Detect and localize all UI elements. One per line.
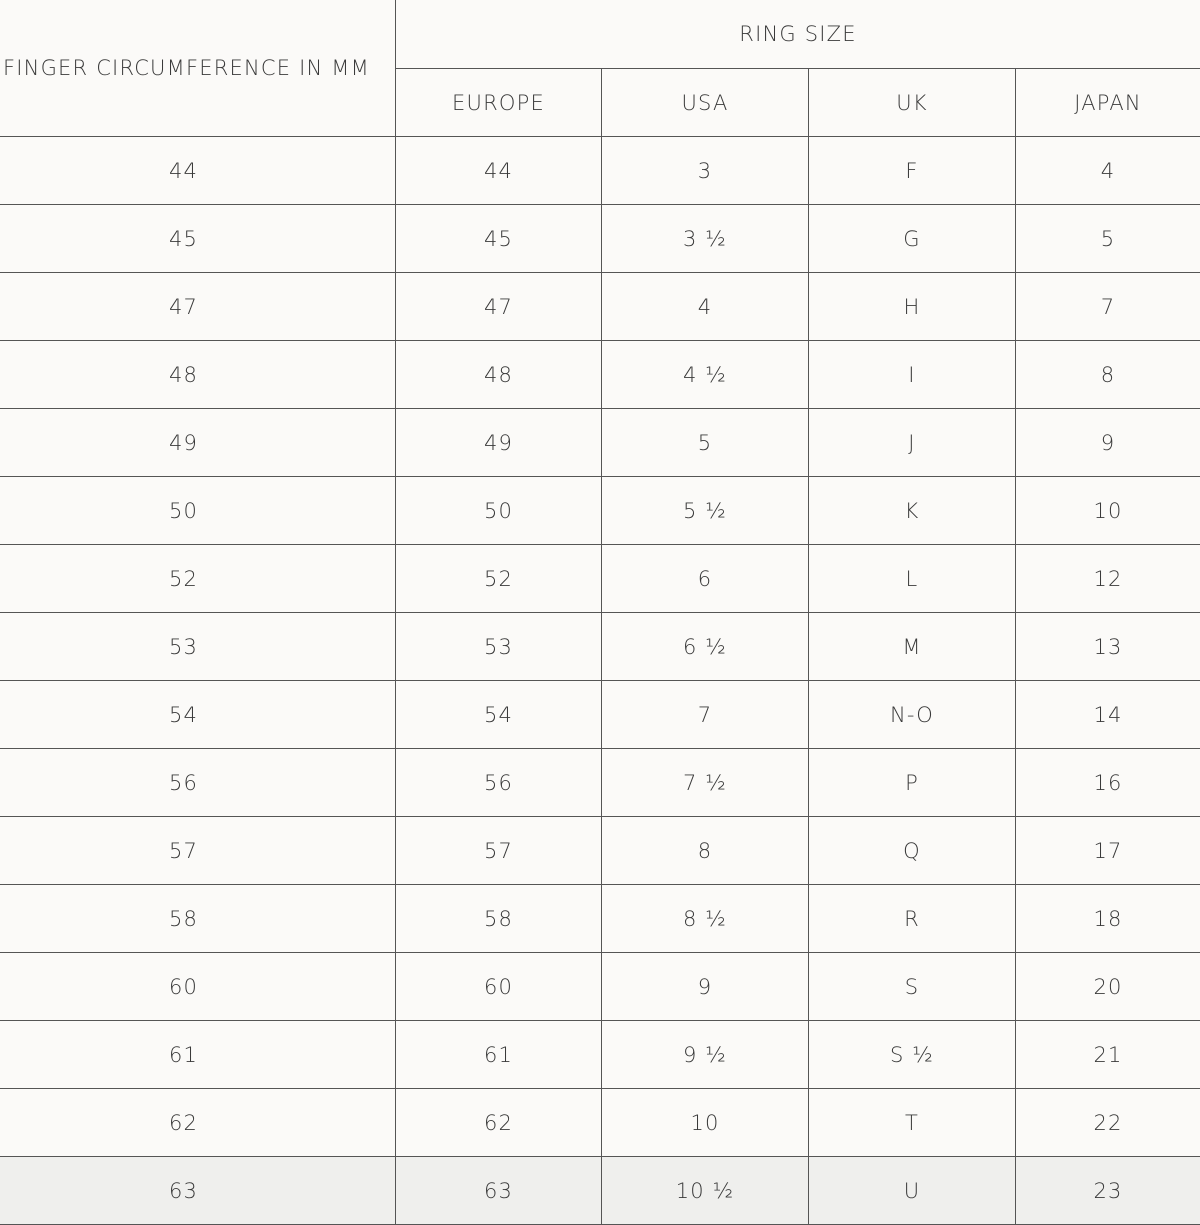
column-header: UK <box>809 69 1016 137</box>
table-cell: 62 <box>396 1089 602 1157</box>
table-cell: 44 <box>396 137 602 205</box>
table-cell: 50 <box>396 477 602 545</box>
table-cell: S ½ <box>809 1021 1016 1089</box>
table-cell: 62 <box>0 1089 396 1157</box>
table-cell: 22 <box>1016 1089 1200 1157</box>
table-cell: S <box>809 953 1016 1021</box>
table-cell: 9 <box>602 953 809 1021</box>
table-cell: 14 <box>1016 681 1200 749</box>
table-cell: 5 ½ <box>602 477 809 545</box>
table-cell: 10 <box>602 1089 809 1157</box>
table-cell: 9 ½ <box>602 1021 809 1089</box>
table-cell: M <box>809 613 1016 681</box>
table-cell: 60 <box>396 953 602 1021</box>
header-group: RING SIZE <box>396 0 1200 69</box>
column-header: EUROPE <box>396 69 602 137</box>
table-cell: 7 <box>602 681 809 749</box>
table-cell: 47 <box>396 273 602 341</box>
table-cell: 57 <box>0 817 396 885</box>
table-cell: 8 <box>1016 341 1200 409</box>
table-cell: 57 <box>396 817 602 885</box>
table-cell: 4 <box>602 273 809 341</box>
table-cell: 9 <box>1016 409 1200 477</box>
table-cell: N-O <box>809 681 1016 749</box>
table-cell: 17 <box>1016 817 1200 885</box>
table-cell: U <box>809 1157 1016 1225</box>
table-cell: K <box>809 477 1016 545</box>
table-cell: 7 <box>1016 273 1200 341</box>
table-cell: 3 <box>602 137 809 205</box>
table-cell: 4 ½ <box>602 341 809 409</box>
table-cell: I <box>809 341 1016 409</box>
table-cell: 63 <box>0 1157 396 1225</box>
table-cell: 44 <box>0 137 396 205</box>
table-cell: 21 <box>1016 1021 1200 1089</box>
table-cell: 63 <box>396 1157 602 1225</box>
table-cell: 54 <box>396 681 602 749</box>
table-cell: 5 <box>602 409 809 477</box>
table-cell: 49 <box>0 409 396 477</box>
table-cell: 4 <box>1016 137 1200 205</box>
column-header: USA <box>602 69 809 137</box>
table-cell: 6 ½ <box>602 613 809 681</box>
table-cell: 52 <box>396 545 602 613</box>
header-first: FINGER CIRCUMFERENCE IN MM <box>0 0 396 137</box>
table-cell: 61 <box>396 1021 602 1089</box>
table-cell: 54 <box>0 681 396 749</box>
table-cell: 10 <box>1016 477 1200 545</box>
table-cell: 8 ½ <box>602 885 809 953</box>
table-cell: 23 <box>1016 1157 1200 1225</box>
table-cell: F <box>809 137 1016 205</box>
table-cell: 6 <box>602 545 809 613</box>
table-cell: R <box>809 885 1016 953</box>
table-cell: 13 <box>1016 613 1200 681</box>
table-cell: 5 <box>1016 205 1200 273</box>
table-cell: 58 <box>0 885 396 953</box>
table-cell: 52 <box>0 545 396 613</box>
table-cell: T <box>809 1089 1016 1157</box>
table-cell: 45 <box>0 205 396 273</box>
table-cell: 49 <box>396 409 602 477</box>
table-cell: 50 <box>0 477 396 545</box>
table-cell: 47 <box>0 273 396 341</box>
table-cell: 48 <box>0 341 396 409</box>
table-cell: Q <box>809 817 1016 885</box>
table-cell: 18 <box>1016 885 1200 953</box>
table-cell: 56 <box>396 749 602 817</box>
table-cell: 12 <box>1016 545 1200 613</box>
table-cell: 8 <box>602 817 809 885</box>
table-cell: 16 <box>1016 749 1200 817</box>
table-cell: 3 ½ <box>602 205 809 273</box>
table-cell: H <box>809 273 1016 341</box>
table-cell: 20 <box>1016 953 1200 1021</box>
table-cell: 56 <box>0 749 396 817</box>
table-cell: P <box>809 749 1016 817</box>
table-cell: L <box>809 545 1016 613</box>
table-cell: 58 <box>396 885 602 953</box>
table-cell: J <box>809 409 1016 477</box>
table-cell: 53 <box>396 613 602 681</box>
table-cell: 45 <box>396 205 602 273</box>
table-cell: G <box>809 205 1016 273</box>
table-cell: 60 <box>0 953 396 1021</box>
table-cell: 53 <box>0 613 396 681</box>
table-cell: 48 <box>396 341 602 409</box>
table-cell: 61 <box>0 1021 396 1089</box>
table-cell: 7 ½ <box>602 749 809 817</box>
table-cell: 10 ½ <box>602 1157 809 1225</box>
column-header: JAPAN <box>1016 69 1200 137</box>
